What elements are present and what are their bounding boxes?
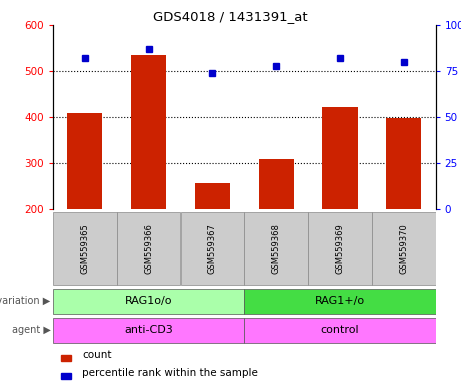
Text: RAG1o/o: RAG1o/o	[125, 296, 172, 306]
Text: GSM559365: GSM559365	[80, 223, 89, 274]
Text: percentile rank within the sample: percentile rank within the sample	[83, 368, 258, 378]
Text: agent ▶: agent ▶	[12, 325, 51, 335]
Bar	[372, 212, 436, 285]
Text: anti-CD3: anti-CD3	[124, 325, 173, 335]
Text: GSM559366: GSM559366	[144, 223, 153, 274]
Bar	[244, 212, 308, 285]
Bar	[117, 212, 180, 285]
Text: GDS4018 / 1431391_at: GDS4018 / 1431391_at	[153, 10, 308, 23]
Bar	[53, 289, 244, 314]
Bar	[67, 113, 102, 209]
Bar	[195, 182, 230, 209]
Text: genotype/variation ▶: genotype/variation ▶	[0, 296, 51, 306]
Bar	[131, 55, 166, 209]
Bar	[308, 212, 372, 285]
Bar	[61, 373, 71, 379]
Bar	[61, 354, 71, 361]
Bar	[53, 318, 244, 343]
Bar	[259, 159, 294, 209]
Bar	[181, 212, 244, 285]
Text: GSM559369: GSM559369	[336, 223, 344, 274]
Text: GSM559370: GSM559370	[399, 223, 408, 274]
Bar	[244, 318, 436, 343]
Text: RAG1+/o: RAG1+/o	[315, 296, 365, 306]
Bar	[386, 118, 421, 209]
Bar	[244, 289, 436, 314]
Text: count: count	[83, 350, 112, 360]
Bar	[53, 212, 117, 285]
Text: GSM559367: GSM559367	[208, 223, 217, 274]
Bar	[322, 106, 358, 209]
Text: control: control	[321, 325, 359, 335]
Text: GSM559368: GSM559368	[272, 223, 281, 274]
